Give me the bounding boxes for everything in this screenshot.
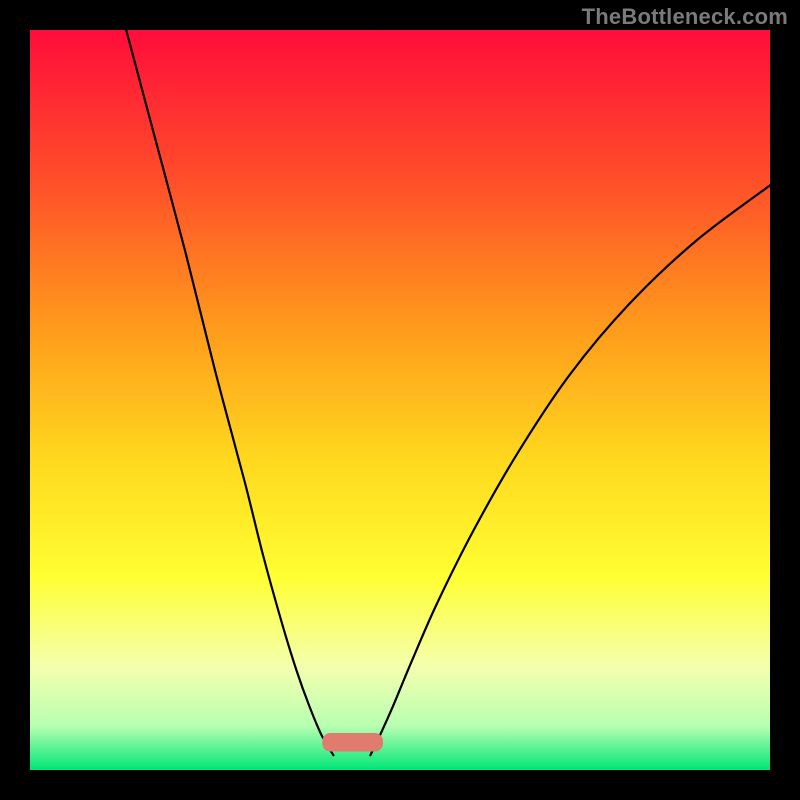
chart-svg xyxy=(0,0,800,800)
valley-marker xyxy=(322,733,383,752)
plot-background xyxy=(30,30,770,770)
chart-frame: TheBottleneck.com xyxy=(0,0,800,800)
